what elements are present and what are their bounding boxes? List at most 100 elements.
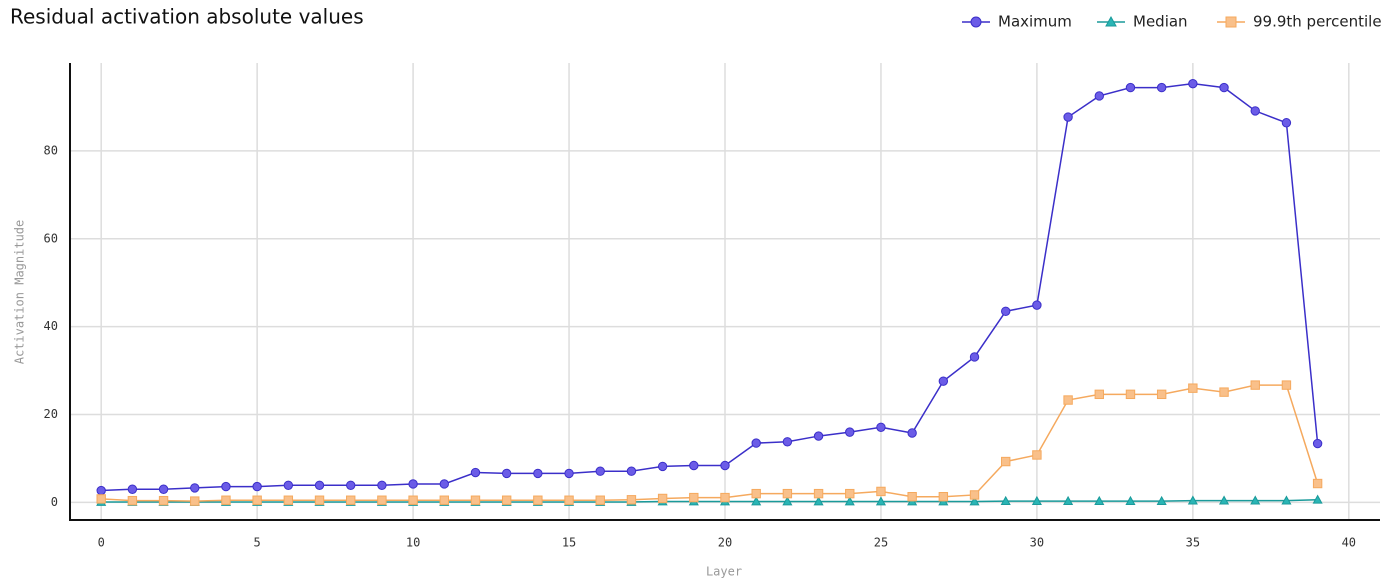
marker (1281, 118, 1292, 128)
marker (314, 495, 325, 505)
x-tick-label: 35 (1186, 536, 1200, 550)
y-axis-label: Activation Magnitude (13, 220, 27, 365)
marker (813, 496, 824, 506)
marker (501, 495, 512, 505)
y-tick-label: 60 (44, 231, 58, 245)
marker (751, 438, 761, 448)
marker (595, 466, 605, 476)
marker (1218, 495, 1230, 505)
marker (470, 495, 481, 505)
x-tick-label: 0 (98, 536, 105, 550)
marker (221, 495, 231, 505)
marker (970, 16, 982, 28)
marker (1063, 495, 1074, 505)
marker (876, 486, 886, 497)
series-line (101, 499, 1318, 503)
marker (1219, 387, 1229, 397)
marker (1281, 495, 1292, 505)
marker (969, 490, 980, 500)
marker (221, 481, 231, 492)
marker (751, 496, 762, 506)
marker (782, 496, 793, 506)
marker (1219, 82, 1229, 93)
x-tick-label: 15 (562, 536, 576, 550)
marker (1001, 456, 1011, 467)
y-tick-label: 40 (44, 319, 58, 333)
marker (1187, 495, 1198, 505)
x-tick-label: 40 (1342, 536, 1356, 550)
marker (1000, 495, 1011, 505)
marker (564, 468, 574, 479)
marker (96, 494, 106, 504)
x-tick-label: 10 (406, 536, 420, 550)
marker (657, 461, 668, 472)
marker (377, 495, 387, 505)
marker (127, 484, 138, 494)
marker (969, 496, 980, 506)
marker (1032, 450, 1042, 460)
marker (1094, 91, 1104, 101)
marker (1312, 478, 1323, 489)
y-tick-label: 0 (51, 495, 58, 509)
marker (439, 479, 449, 489)
marker (346, 495, 356, 505)
legend: Maximum Median 99.9th percentile (962, 13, 1382, 31)
marker (751, 488, 761, 499)
marker (595, 495, 605, 505)
marker (689, 492, 699, 503)
x-tick-label: 5 (254, 536, 261, 550)
x-tick-label: 30 (1030, 536, 1044, 550)
marker (1063, 112, 1073, 122)
marker (626, 466, 637, 476)
marker (439, 495, 449, 505)
marker (1094, 495, 1105, 505)
marker (1250, 495, 1261, 505)
marker (1001, 306, 1011, 316)
marker (876, 422, 886, 432)
marker (626, 495, 637, 505)
marker (533, 495, 543, 505)
marker (252, 481, 262, 492)
marker (813, 488, 824, 499)
marker (1156, 389, 1167, 400)
legend-label: 99.9th percentile (1253, 13, 1382, 31)
marker (1125, 495, 1136, 505)
x-axis-label: Layer (706, 565, 742, 579)
marker (564, 495, 574, 505)
marker (782, 437, 793, 447)
series-line (101, 384, 1319, 502)
marker (782, 488, 793, 499)
chart-title: Residual activation absolute values (10, 5, 364, 29)
y-tick-label: 20 (44, 407, 58, 421)
marker (1031, 495, 1042, 505)
marker (720, 460, 730, 471)
marker (314, 480, 325, 490)
marker (844, 496, 855, 506)
y-tick-label: 80 (44, 143, 58, 157)
marker (346, 480, 356, 490)
marker (875, 496, 887, 506)
marker (283, 495, 294, 505)
marker (127, 495, 138, 506)
marker (938, 492, 949, 502)
legend-label: Median (1133, 13, 1188, 31)
marker (408, 495, 418, 505)
x-tick-label: 20 (718, 536, 732, 550)
marker (1188, 78, 1198, 89)
marker (907, 492, 917, 502)
marker (969, 352, 980, 362)
marker (501, 468, 512, 479)
marker (158, 484, 169, 494)
marker (1032, 300, 1042, 310)
marker (938, 376, 949, 386)
marker (907, 428, 917, 438)
marker (252, 495, 262, 505)
marker (845, 488, 855, 499)
marker (1125, 389, 1136, 400)
x-tick-label: 25 (874, 536, 888, 550)
marker (1094, 389, 1104, 400)
marker (1250, 106, 1260, 116)
marker (283, 480, 294, 490)
marker (1250, 380, 1260, 390)
